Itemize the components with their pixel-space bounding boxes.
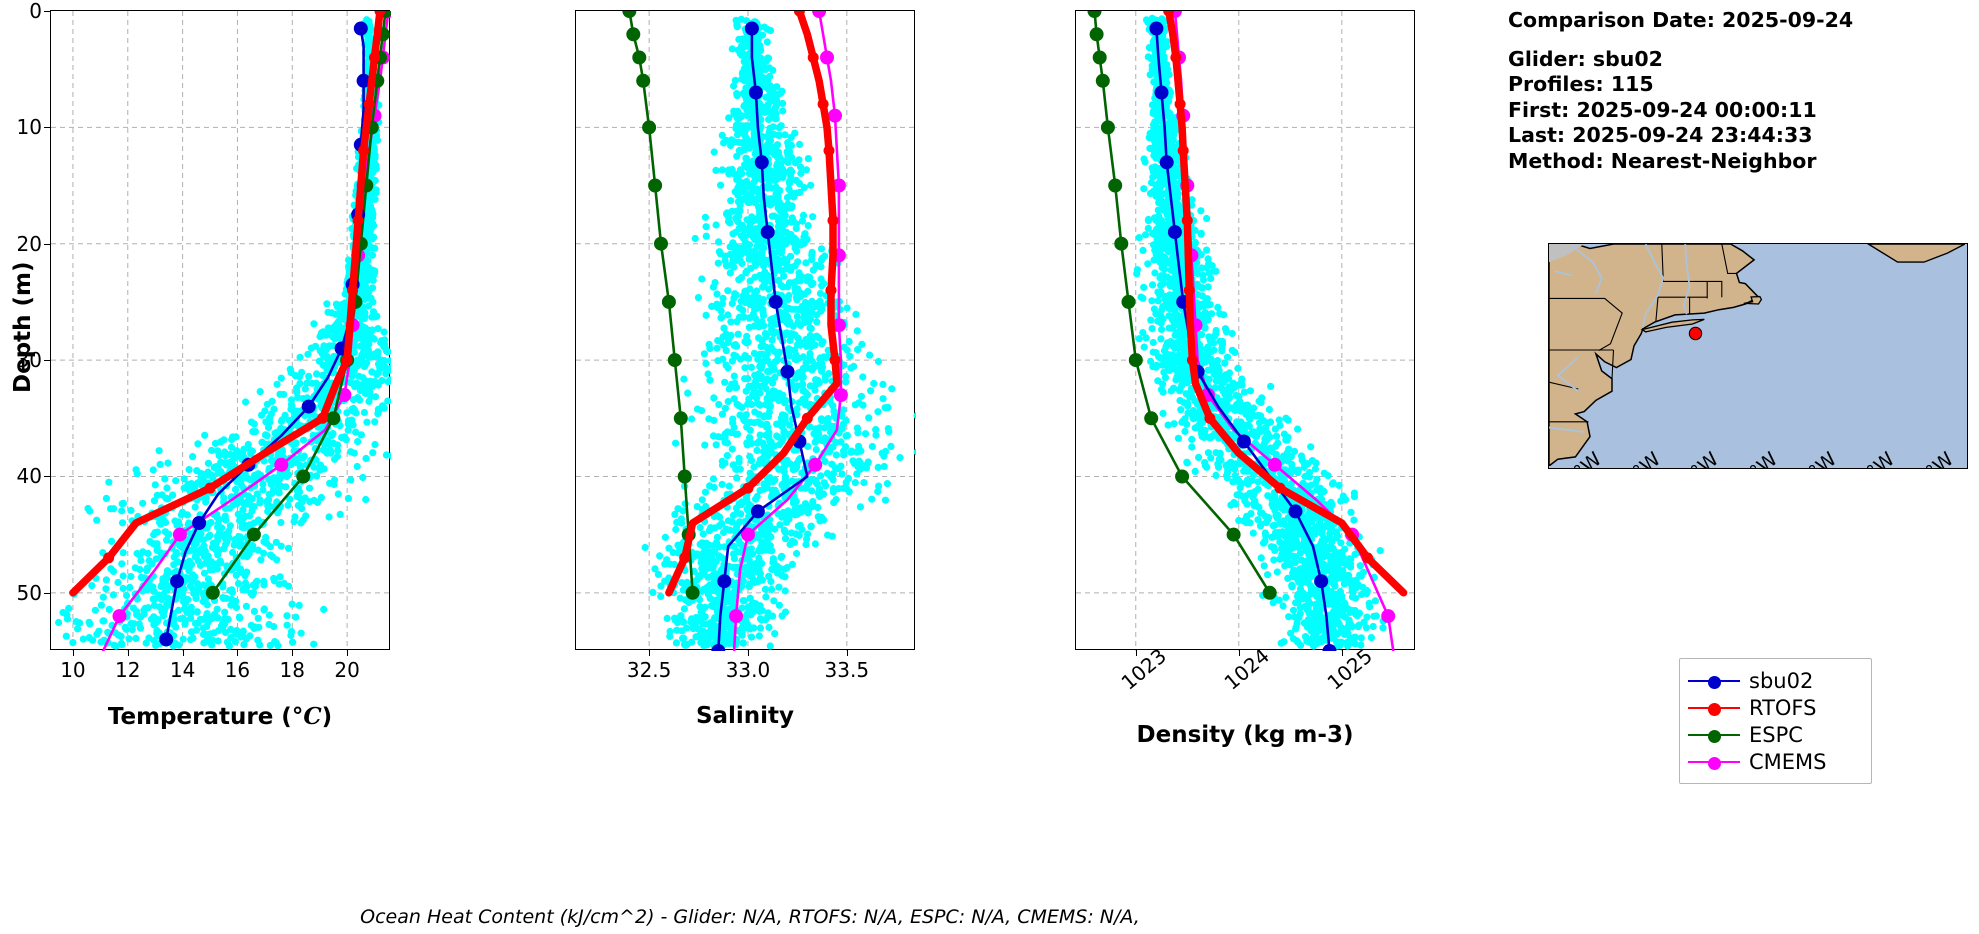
map-lon-tick-mark-top (1936, 243, 1938, 244)
legend-label-sbu02: sbu02 (1749, 668, 1814, 693)
x-tick-label: 1024 (1219, 643, 1274, 695)
x-tick-label: 12 (115, 658, 141, 682)
legend-marker-sbu02 (1688, 673, 1740, 689)
last-line: Last: 2025-09-24 23:44:33 (1508, 123, 1813, 147)
x-tick-mark (1135, 649, 1137, 656)
temperature-xlabel: Temperature (°C) (107, 703, 333, 730)
x-tick-label: 32.5 (626, 658, 672, 682)
map-lat-tick-mark (1548, 253, 1549, 255)
comparison-date-line: Comparison Date: 2025-09-24 (1508, 8, 1854, 32)
map-lat-tick-mark-right (1967, 389, 1968, 391)
depth-ylabel: Depth (m) (10, 261, 36, 393)
x-tick-mark (1341, 649, 1343, 656)
x-tick-mark (1238, 649, 1240, 656)
y-tick-label: 20 (16, 231, 42, 256)
map-lat-tick-mark-right (1967, 434, 1968, 436)
legend-marker-cmems (1688, 754, 1740, 770)
series-legend: sbu02 RTOFS ESPC CMEMS (1679, 658, 1872, 784)
salinity-axes[interactable]: 32.5 33.0 33.5 (575, 10, 916, 682)
x-tick-mark (747, 649, 749, 656)
legend-label-cmems: CMEMS (1749, 749, 1827, 774)
x-tick-mark (182, 649, 184, 656)
x-tick-mark (846, 649, 848, 656)
map-lat-tick-mark (1548, 434, 1549, 436)
method-line: Method: Nearest-Neighbor (1508, 148, 1817, 173)
y-tick-label: 10 (16, 115, 42, 140)
x-tick-mark (72, 649, 74, 656)
x-tick-label: 14 (169, 658, 196, 682)
map-lon-tick-mark-top (1584, 243, 1586, 244)
x-tick-label: 16 (224, 658, 251, 682)
map-lon-tick-mark (1819, 468, 1821, 469)
y-tick-mark (44, 243, 51, 245)
map-lon-tick-mark-top (1760, 243, 1762, 244)
x-tick-mark (292, 649, 294, 656)
x-tick-mark (127, 649, 129, 656)
y-tick-label: 50 (16, 580, 42, 605)
profiles-line: Profiles: 115 (1508, 72, 1654, 96)
legend-item[interactable]: CMEMS (1688, 748, 1861, 775)
density-xlabel: Density (kg m-3) (1136, 722, 1354, 748)
legend-item[interactable]: RTOFS (1688, 694, 1861, 721)
map-lon-tick-mark (1760, 468, 1762, 469)
map-lat-tick-mark (1548, 298, 1549, 300)
map-lon-tick-mark-top (1877, 243, 1879, 244)
y-tick-label: 0 (29, 0, 42, 23)
x-tick-mark (237, 649, 239, 656)
ocean-heat-content-footer: Ocean Heat Content (kJ/cm^2) - Glider: N… (360, 906, 1140, 928)
x-tick-label: 33.5 (824, 658, 870, 682)
map-lon-tick-mark (1701, 468, 1703, 469)
y-tick-mark (44, 11, 51, 12)
density-plot-canvas (1076, 11, 1416, 651)
x-tick-label: 1023 (1116, 643, 1171, 695)
x-tick-mark (649, 649, 651, 656)
y-tick-mark (44, 127, 51, 129)
metadata-text-block: Comparison Date: 2025-09-24 Glider: sbu02… (1508, 8, 1968, 174)
map-lon-tick-mark-top (1819, 243, 1821, 244)
legend-marker-rtofs (1688, 700, 1740, 716)
first-line: First: 2025-09-24 00:00:11 (1508, 97, 1817, 122)
y-tick-mark (44, 476, 51, 478)
salinity-xlabel: Salinity (695, 703, 795, 729)
x-tick-label: 20 (334, 658, 360, 682)
map-lat-tick-mark (1548, 389, 1549, 391)
location-map[interactable]: 44°N42°N40°N38°N36°N76°W74°W72°W70°W68°W… (1548, 243, 1968, 469)
map-lon-tick-mark-top (1643, 243, 1645, 244)
x-tick-mark (347, 649, 349, 656)
legend-label-rtofs: RTOFS (1749, 695, 1817, 720)
temperature-axes[interactable]: 10 12 14 16 18 20 0 10 20 30 40 50 (17, 0, 391, 682)
legend-label-espc: ESPC (1749, 722, 1803, 747)
salinity-plot-canvas (576, 11, 916, 651)
map-lon-tick-mark (1643, 468, 1645, 469)
x-tick-label: 33.0 (725, 658, 771, 682)
y-tick-label: 30 (16, 348, 42, 373)
legend-item[interactable]: ESPC (1688, 721, 1861, 748)
map-lon-tick-mark-top (1701, 243, 1703, 244)
y-tick-label: 40 (16, 464, 42, 489)
map-lon-tick-mark (1877, 468, 1879, 469)
x-tick-label: 18 (279, 658, 306, 682)
map-lat-tick-mark-right (1967, 298, 1968, 300)
map-lon-tick-mark (1936, 468, 1938, 469)
legend-item[interactable]: sbu02 (1688, 667, 1861, 694)
x-tick-label: 1025 (1322, 643, 1377, 695)
glider-line: Glider: sbu02 (1508, 46, 1663, 71)
density-axes[interactable]: 1023 1024 1025 (1075, 10, 1416, 695)
temperature-plot-canvas (51, 11, 391, 651)
legend-marker-espc (1688, 727, 1740, 743)
y-tick-mark (44, 592, 51, 594)
map-lon-tick-mark (1584, 468, 1586, 469)
map-lat-tick-mark-right (1967, 253, 1968, 255)
map-lat-tick-mark (1548, 344, 1549, 346)
y-tick-mark (44, 360, 51, 362)
x-tick-label: 10 (60, 658, 86, 682)
map-lat-tick-mark-right (1967, 344, 1968, 346)
map-canvas (1549, 244, 1965, 466)
